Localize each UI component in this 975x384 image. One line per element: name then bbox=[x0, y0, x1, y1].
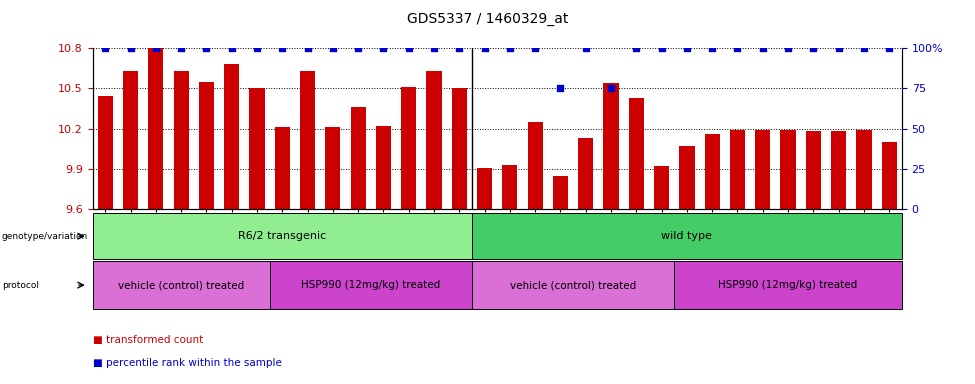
Point bbox=[451, 45, 467, 51]
Bar bbox=[451, 88, 467, 209]
Point bbox=[527, 45, 543, 51]
Bar bbox=[553, 176, 568, 209]
Point bbox=[199, 45, 214, 51]
Point bbox=[325, 45, 340, 51]
Point bbox=[275, 45, 291, 51]
Bar bbox=[502, 165, 518, 209]
Bar bbox=[730, 130, 745, 209]
Point bbox=[680, 45, 695, 51]
Bar bbox=[375, 126, 391, 209]
Text: protocol: protocol bbox=[2, 281, 39, 290]
Point bbox=[629, 45, 644, 51]
Point bbox=[350, 45, 366, 51]
Point bbox=[148, 45, 164, 51]
Point bbox=[250, 45, 265, 51]
Point bbox=[729, 45, 745, 51]
Bar bbox=[98, 96, 113, 209]
Point bbox=[704, 45, 720, 51]
Point bbox=[654, 45, 670, 51]
Bar bbox=[199, 82, 214, 209]
Bar bbox=[604, 83, 619, 209]
Bar bbox=[401, 87, 416, 209]
Bar bbox=[300, 71, 315, 209]
Point bbox=[123, 45, 138, 51]
Bar bbox=[831, 131, 846, 209]
Point bbox=[578, 45, 594, 51]
Bar bbox=[224, 64, 239, 209]
Bar bbox=[426, 71, 442, 209]
Bar bbox=[527, 122, 543, 209]
Bar bbox=[148, 48, 164, 209]
Bar bbox=[275, 127, 290, 209]
Text: wild type: wild type bbox=[661, 231, 713, 241]
Bar bbox=[705, 134, 720, 209]
Bar bbox=[629, 98, 644, 209]
Bar bbox=[123, 71, 138, 209]
Bar bbox=[578, 138, 594, 209]
Point bbox=[553, 85, 568, 91]
Point bbox=[831, 45, 846, 51]
Text: vehicle (control) treated: vehicle (control) treated bbox=[118, 280, 245, 290]
Point bbox=[881, 45, 897, 51]
Bar bbox=[856, 130, 872, 209]
Point bbox=[502, 45, 518, 51]
Text: genotype/variation: genotype/variation bbox=[2, 232, 88, 241]
Point bbox=[401, 45, 416, 51]
Text: R6/2 transgenic: R6/2 transgenic bbox=[238, 231, 327, 241]
Bar bbox=[250, 88, 264, 209]
Bar bbox=[326, 127, 340, 209]
Point bbox=[604, 85, 619, 91]
Point bbox=[780, 45, 796, 51]
Point bbox=[426, 45, 442, 51]
Text: HSP990 (12mg/kg) treated: HSP990 (12mg/kg) treated bbox=[301, 280, 441, 290]
Point bbox=[299, 45, 315, 51]
Point bbox=[224, 45, 240, 51]
Point bbox=[174, 45, 189, 51]
Text: ■ transformed count: ■ transformed count bbox=[93, 335, 203, 345]
Bar bbox=[780, 130, 796, 209]
Bar bbox=[174, 71, 189, 209]
Text: HSP990 (12mg/kg) treated: HSP990 (12mg/kg) treated bbox=[719, 280, 858, 290]
Point bbox=[805, 45, 821, 51]
Bar bbox=[805, 131, 821, 209]
Text: vehicle (control) treated: vehicle (control) treated bbox=[510, 280, 637, 290]
Point bbox=[856, 45, 872, 51]
Bar bbox=[881, 142, 897, 209]
Point bbox=[375, 45, 391, 51]
Text: GDS5337 / 1460329_at: GDS5337 / 1460329_at bbox=[407, 12, 568, 25]
Bar bbox=[654, 166, 669, 209]
Point bbox=[755, 45, 770, 51]
Point bbox=[477, 45, 492, 51]
Text: ■ percentile rank within the sample: ■ percentile rank within the sample bbox=[93, 358, 282, 368]
Point bbox=[98, 45, 113, 51]
Bar bbox=[351, 107, 366, 209]
Bar bbox=[680, 146, 694, 209]
Bar bbox=[756, 130, 770, 209]
Bar bbox=[477, 168, 492, 209]
